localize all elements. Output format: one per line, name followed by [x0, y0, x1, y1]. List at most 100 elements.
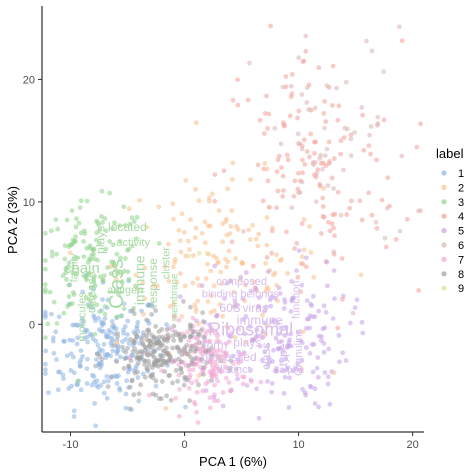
point: [43, 266, 48, 272]
point: [177, 271, 183, 276]
point: [64, 353, 70, 359]
point: [102, 216, 108, 221]
point: [164, 322, 170, 327]
legend-label-8: 8: [458, 269, 464, 281]
point: [167, 373, 172, 378]
point: [348, 153, 354, 159]
point: [326, 346, 332, 352]
point: [127, 221, 133, 227]
point: [299, 92, 305, 97]
point: [195, 298, 201, 304]
point: [374, 157, 379, 163]
point: [203, 349, 209, 355]
point: [321, 303, 327, 309]
point: [267, 297, 273, 303]
point: [255, 162, 261, 168]
point: [135, 319, 141, 325]
point: [359, 319, 365, 325]
point: [322, 153, 328, 159]
point: [121, 301, 127, 307]
point: [43, 335, 48, 341]
point: [299, 146, 305, 152]
point: [125, 269, 131, 275]
point: [220, 313, 226, 319]
point: [310, 293, 316, 299]
point: [206, 339, 212, 345]
point: [178, 366, 184, 371]
point: [66, 294, 72, 299]
point: [128, 358, 134, 364]
point: [325, 381, 331, 387]
point: [85, 356, 90, 362]
point: [286, 405, 292, 410]
point: [144, 224, 150, 230]
point: [121, 306, 127, 312]
point: [209, 345, 214, 351]
point: [308, 131, 314, 137]
x-tick-label: 20: [406, 439, 418, 451]
point: [114, 314, 120, 320]
point: [278, 325, 284, 331]
point: [153, 308, 159, 314]
point: [317, 181, 323, 187]
point: [304, 298, 310, 304]
point: [126, 340, 132, 346]
point: [66, 260, 72, 266]
point: [91, 277, 96, 282]
points-layer: [43, 23, 423, 429]
point: [262, 349, 268, 355]
point: [233, 256, 239, 261]
point: [216, 208, 222, 214]
point: [116, 292, 121, 297]
point: [111, 323, 117, 328]
legend-key-5: [441, 228, 447, 234]
point: [287, 375, 292, 381]
point: [212, 398, 218, 404]
point: [135, 369, 141, 375]
point: [321, 111, 327, 116]
point: [209, 191, 215, 197]
point: [196, 340, 202, 346]
point: [375, 114, 381, 120]
point: [140, 280, 146, 286]
point: [308, 250, 314, 255]
word-label: activity: [116, 237, 150, 249]
point: [235, 376, 241, 382]
point: [294, 240, 300, 246]
point: [79, 316, 85, 322]
point: [69, 383, 74, 389]
point: [299, 282, 305, 288]
point: [303, 326, 309, 331]
point: [292, 246, 297, 251]
series-6: [241, 24, 423, 316]
point: [166, 278, 172, 284]
point: [43, 258, 48, 263]
point: [150, 391, 156, 397]
point: [358, 272, 364, 278]
x-ticks: -10 0 10 20: [63, 432, 419, 451]
point: [87, 304, 93, 309]
point: [223, 375, 229, 381]
point: [234, 366, 239, 372]
point: [246, 227, 252, 233]
point: [304, 149, 310, 154]
series-8: [93, 299, 234, 412]
series-1: [43, 272, 188, 429]
point: [315, 355, 321, 360]
point: [264, 215, 270, 220]
point: [105, 351, 110, 357]
point: [186, 338, 192, 344]
point: [159, 379, 165, 384]
point: [181, 230, 187, 235]
point: [301, 217, 307, 222]
x-tick-label: 10: [292, 439, 304, 451]
point: [182, 348, 187, 354]
point: [334, 85, 339, 91]
point: [188, 325, 193, 331]
point: [181, 382, 187, 388]
point: [296, 170, 301, 176]
point: [118, 354, 123, 360]
point: [102, 304, 108, 309]
point: [105, 265, 110, 270]
point: [95, 385, 101, 390]
